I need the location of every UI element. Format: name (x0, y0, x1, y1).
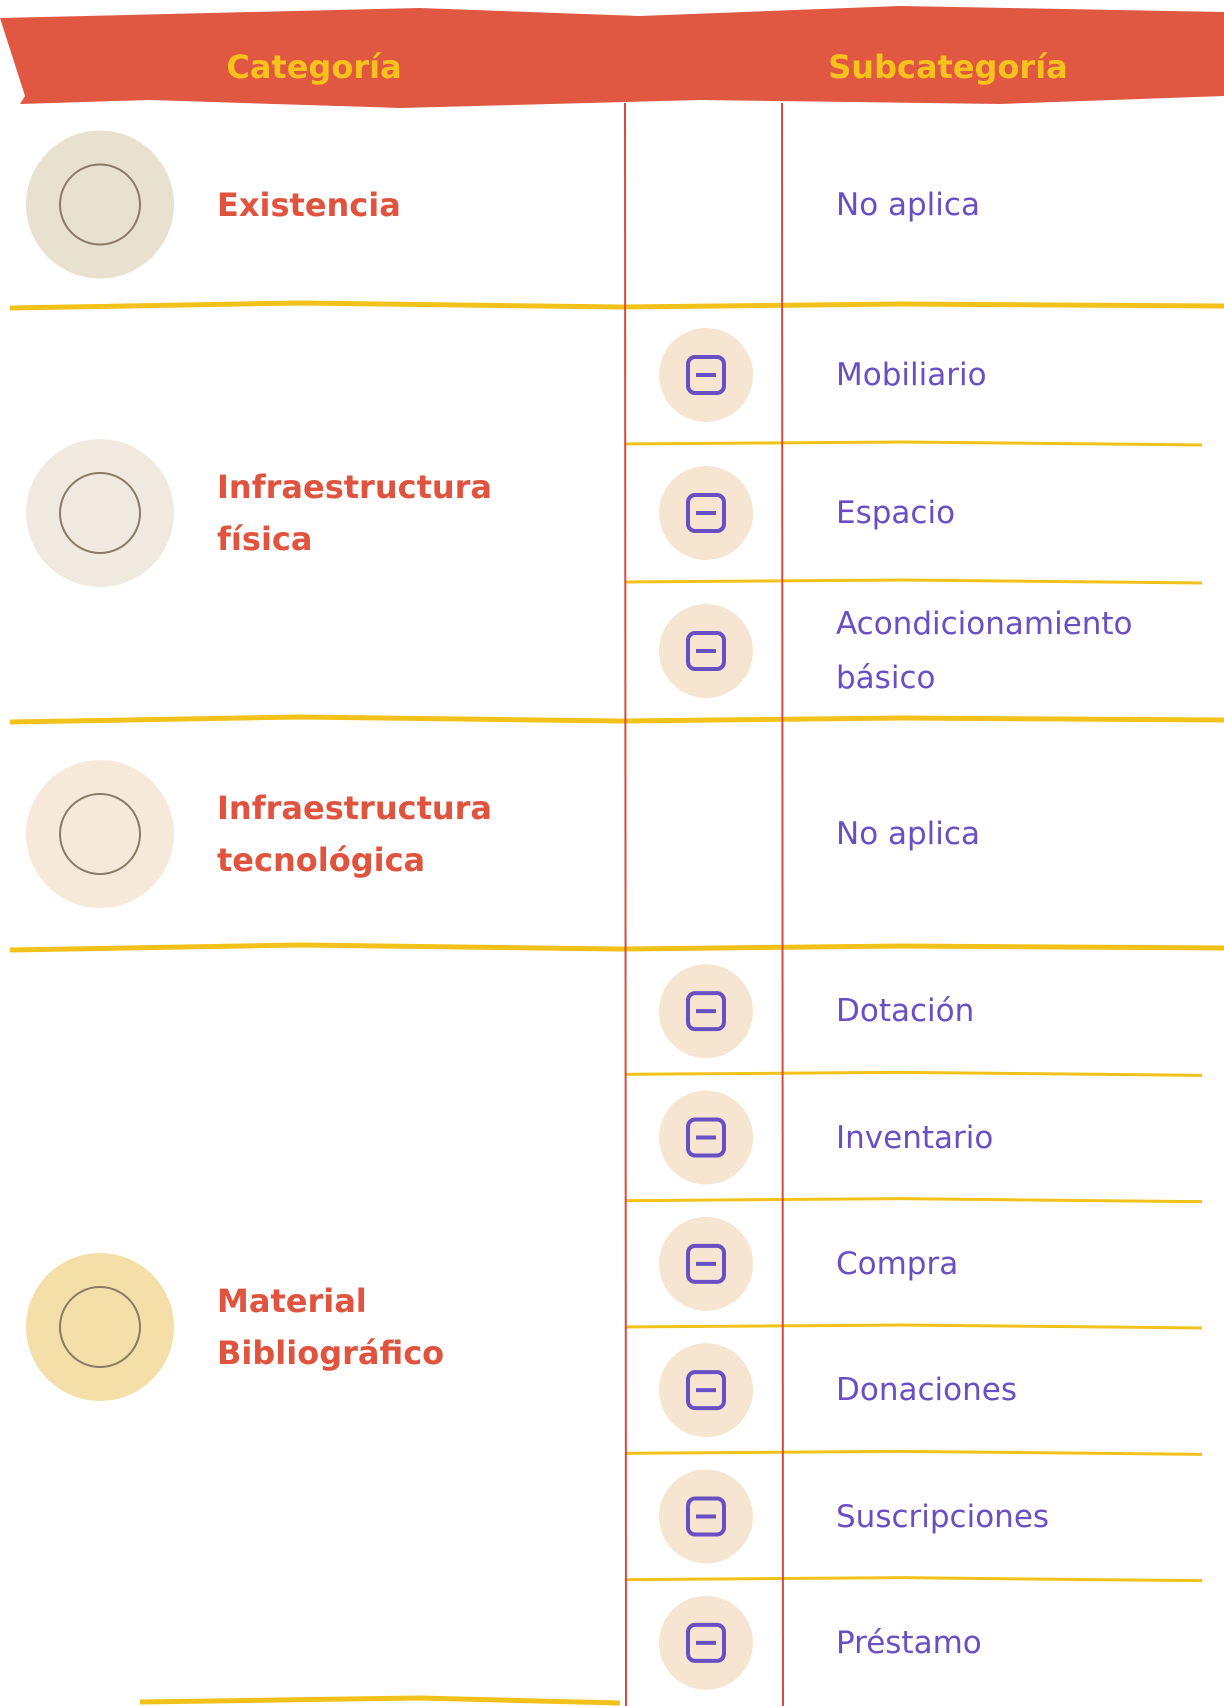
category-label: Material Bibliográfico (217, 1282, 445, 1372)
subcategory-label: Compra (836, 1245, 959, 1282)
subrow-divider (624, 440, 1203, 447)
subcategory-icon (686, 1496, 726, 1537)
subcategory-icon (686, 1370, 726, 1411)
category-image-detail (59, 163, 141, 246)
subcategory-label: No aplica (836, 186, 980, 223)
subcategory-label: Acondicionamiento básico (836, 606, 1133, 696)
header-subcategory: Subcategoría (828, 48, 1068, 86)
subcategory-icon (686, 1622, 726, 1663)
category-image-detail (59, 793, 141, 875)
subrow-divider (624, 1197, 1203, 1204)
category-image-detail (59, 1286, 141, 1368)
subcategory-icon (686, 1117, 726, 1158)
column-rule (781, 102, 784, 1706)
category-image (26, 439, 174, 587)
category-image (26, 760, 174, 908)
row-divider (9, 942, 1224, 953)
subcategory-label: Dotación (836, 993, 975, 1030)
subcategory-label: Mobiliario (836, 357, 987, 393)
subrow-divider (624, 578, 1203, 585)
subcategory-label: No aplica (836, 816, 980, 852)
subcategory-icon (686, 1243, 726, 1284)
subrow-divider (624, 1070, 1203, 1077)
category-image (26, 130, 174, 279)
subcategory-icon (686, 493, 726, 533)
subrow-divider (624, 1576, 1203, 1583)
row-divider (9, 714, 1224, 725)
column-rule (624, 102, 627, 1706)
subcategory-icon (686, 631, 726, 671)
subcategory-label: Espacio (836, 495, 956, 531)
subcategory-label: Inventario (836, 1119, 994, 1156)
category-image-detail (59, 472, 141, 554)
subrow-divider (624, 1323, 1203, 1330)
subcategory-label: Suscripciones (836, 1498, 1050, 1535)
subcategory-label: Donaciones (836, 1372, 1017, 1409)
header-category: Categoría (226, 48, 402, 86)
row-divider (9, 300, 1224, 311)
subrow-divider (624, 1449, 1203, 1456)
header-band (0, 6, 1224, 108)
category-label: Infraestructura tecnológica (217, 789, 493, 879)
subcategory-label: Préstamo (836, 1624, 982, 1661)
category-label: Infraestructura física (217, 468, 493, 558)
category-image (26, 1253, 174, 1401)
subcategory-icon (686, 991, 726, 1032)
category-label: Existencia (217, 185, 401, 224)
subcategory-icon (686, 355, 726, 395)
bottom-divider (139, 1695, 621, 1706)
